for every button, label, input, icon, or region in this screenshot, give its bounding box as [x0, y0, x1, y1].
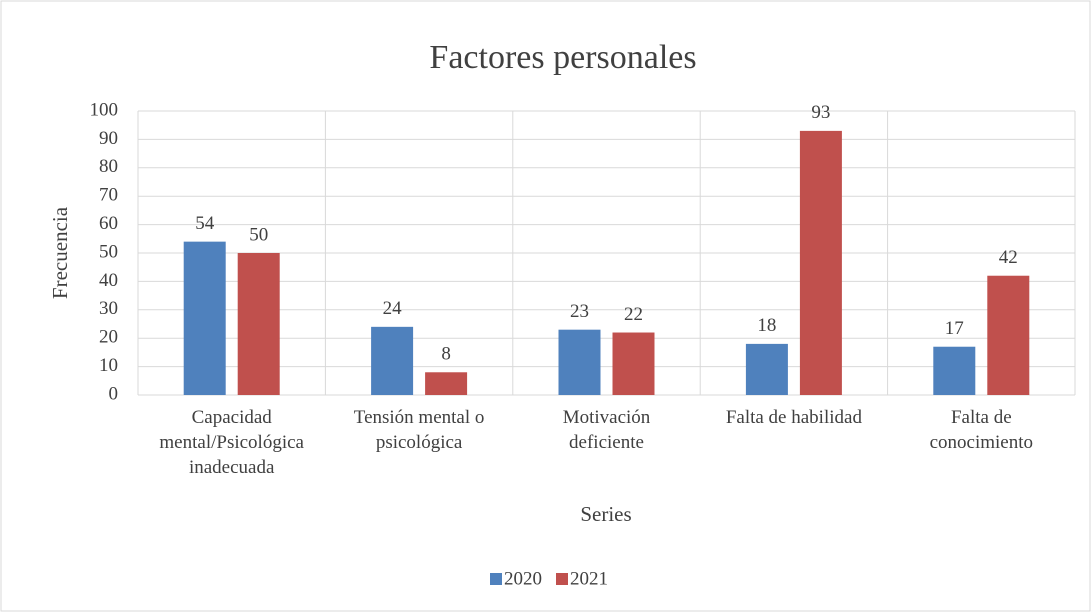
- bar: [612, 332, 655, 395]
- bar: [237, 253, 280, 395]
- data-label: 22: [624, 304, 643, 325]
- data-label: 54: [195, 213, 215, 234]
- legend-swatch: [556, 573, 568, 585]
- bar: [183, 241, 226, 395]
- x-tick-label: Tensión mental o psicológica: [353, 407, 485, 453]
- bar: [799, 130, 842, 395]
- y-tick-label: 40: [99, 270, 118, 291]
- data-label: 50: [249, 224, 268, 245]
- y-tick-label: 10: [99, 355, 118, 376]
- y-tick-label: 100: [90, 99, 119, 120]
- bar: [425, 372, 468, 395]
- y-tick-label: 50: [99, 241, 118, 262]
- y-tick-label: 70: [99, 185, 118, 206]
- legend-label: 2020: [504, 568, 542, 589]
- data-label: 8: [441, 344, 451, 365]
- y-tick-label: 60: [99, 213, 118, 234]
- bar: [745, 343, 788, 395]
- y-tick-label: 90: [99, 128, 118, 149]
- data-label: 18: [757, 315, 776, 336]
- legend-label: 2021: [570, 568, 608, 589]
- y-tick-label: 80: [99, 156, 118, 177]
- legend-swatch: [490, 573, 502, 585]
- x-tick-label: Falta de conocimiento: [929, 407, 1033, 453]
- bar: [371, 326, 414, 395]
- data-label: 23: [570, 301, 589, 322]
- data-label: 93: [811, 102, 830, 123]
- data-label: 24: [383, 298, 403, 319]
- x-tick-label: Falta de habilidad: [725, 407, 862, 428]
- y-tick-label: 0: [109, 383, 119, 404]
- data-label: 17: [945, 318, 964, 339]
- chart-title: Factores personales: [429, 39, 696, 76]
- x-tick-label: Capacidad mental/Psicológica inadecuada: [159, 407, 304, 478]
- x-axis-title: Series: [580, 502, 631, 526]
- y-tick-label: 30: [99, 298, 118, 319]
- y-axis-title: Frecuencia: [48, 206, 72, 299]
- x-tick-label: Motivación deficiente: [562, 407, 651, 453]
- bar: [933, 346, 976, 395]
- bar: [987, 275, 1030, 395]
- bar: [558, 329, 601, 395]
- y-tick-label: 20: [99, 327, 118, 348]
- data-label: 42: [999, 247, 1018, 268]
